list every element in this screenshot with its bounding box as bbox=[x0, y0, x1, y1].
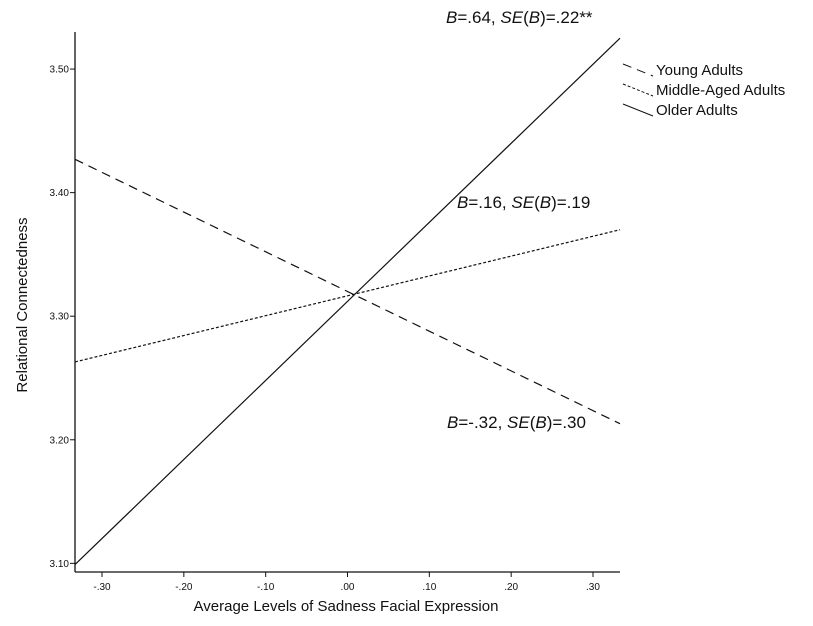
annotation-text: )= bbox=[547, 413, 563, 432]
slope-annotation: B=-.32, SE(B)=.30 bbox=[447, 413, 586, 432]
annotation-text: SE bbox=[500, 8, 523, 27]
annotations: B=-.32, SE(B)=.30B=.16, SE(B)=.19B=.64, … bbox=[446, 8, 593, 432]
series-line-young-adults bbox=[74, 158, 621, 425]
annotation-text: B bbox=[529, 8, 540, 27]
annotation-text: B bbox=[447, 413, 458, 432]
annotation-value: .19 bbox=[567, 193, 591, 212]
annotation-text: B bbox=[535, 413, 546, 432]
series-line-older-adults bbox=[74, 37, 621, 566]
x-tick-label: .30 bbox=[586, 582, 600, 593]
annotation-text: = bbox=[468, 193, 478, 212]
x-tick-label: -.30 bbox=[93, 582, 111, 593]
annotation-value: -.32 bbox=[468, 413, 497, 432]
series-line-middle-aged-adults bbox=[74, 229, 621, 363]
annotation-value: ** bbox=[579, 8, 593, 27]
slope-annotation: B=.64, SE(B)=.22** bbox=[446, 8, 593, 27]
x-tick-label: .10 bbox=[422, 582, 436, 593]
annotation-text: )= bbox=[540, 8, 556, 27]
annotation-text: )= bbox=[551, 193, 567, 212]
x-ticks: -.30 -.20 -.10 .00 .10 .20 .30 bbox=[93, 572, 600, 593]
annotation-text: SE bbox=[507, 413, 530, 432]
annotation-text: , bbox=[491, 8, 500, 27]
annotation-text: ( bbox=[534, 193, 540, 212]
annotation-value: .30 bbox=[562, 413, 586, 432]
x-tick-label: .00 bbox=[341, 582, 355, 593]
legend-swatch bbox=[622, 63, 654, 77]
annotation-value: .22 bbox=[556, 8, 580, 27]
annotation-text: ( bbox=[523, 8, 529, 27]
legend-swatch bbox=[622, 103, 654, 117]
annotation-text: B bbox=[540, 193, 551, 212]
y-tick-label: 3.20 bbox=[50, 435, 70, 446]
x-tick-label: -.20 bbox=[175, 582, 193, 593]
x-axis-title: Average Levels of Sadness Facial Express… bbox=[194, 598, 499, 615]
annotation-text: B bbox=[446, 8, 457, 27]
y-tick-label: 3.50 bbox=[50, 65, 70, 76]
annotation-value: .64 bbox=[467, 8, 491, 27]
annotation-text: B bbox=[457, 193, 468, 212]
y-tick-label: 3.10 bbox=[50, 559, 70, 570]
y-tick-label: 3.30 bbox=[50, 312, 70, 323]
annotation-text: SE bbox=[511, 193, 534, 212]
slope-annotation: B=.16, SE(B)=.19 bbox=[457, 193, 590, 212]
annotation-text: = bbox=[458, 413, 468, 432]
x-tick-label: -.10 bbox=[257, 582, 275, 593]
legend-label: Middle-Aged Adults bbox=[656, 82, 785, 99]
x-tick-label: .20 bbox=[504, 582, 518, 593]
y-tick-label: 3.40 bbox=[50, 188, 70, 199]
legend: Young Adults Middle-Aged Adults Older Adul… bbox=[622, 62, 785, 119]
legend-swatch bbox=[622, 83, 654, 97]
legend-label: Older Adults bbox=[656, 102, 738, 119]
annotation-text: , bbox=[498, 413, 507, 432]
annotation-text: , bbox=[502, 193, 511, 212]
axes: 3.10 3.20 3.30 3.40 3.50 -.30 -.20 -.10 .00 .10.… bbox=[50, 32, 620, 593]
y-axis-title: Relational Connectedness bbox=[14, 217, 31, 392]
annotation-text: ( bbox=[530, 413, 536, 432]
legend-label: Young Adults bbox=[656, 62, 743, 79]
annotation-text: = bbox=[457, 8, 467, 27]
y-ticks: 3.10 3.20 3.30 3.40 3.50 bbox=[50, 65, 75, 570]
series-lines bbox=[74, 37, 621, 566]
annotation-value: .16 bbox=[478, 193, 502, 212]
